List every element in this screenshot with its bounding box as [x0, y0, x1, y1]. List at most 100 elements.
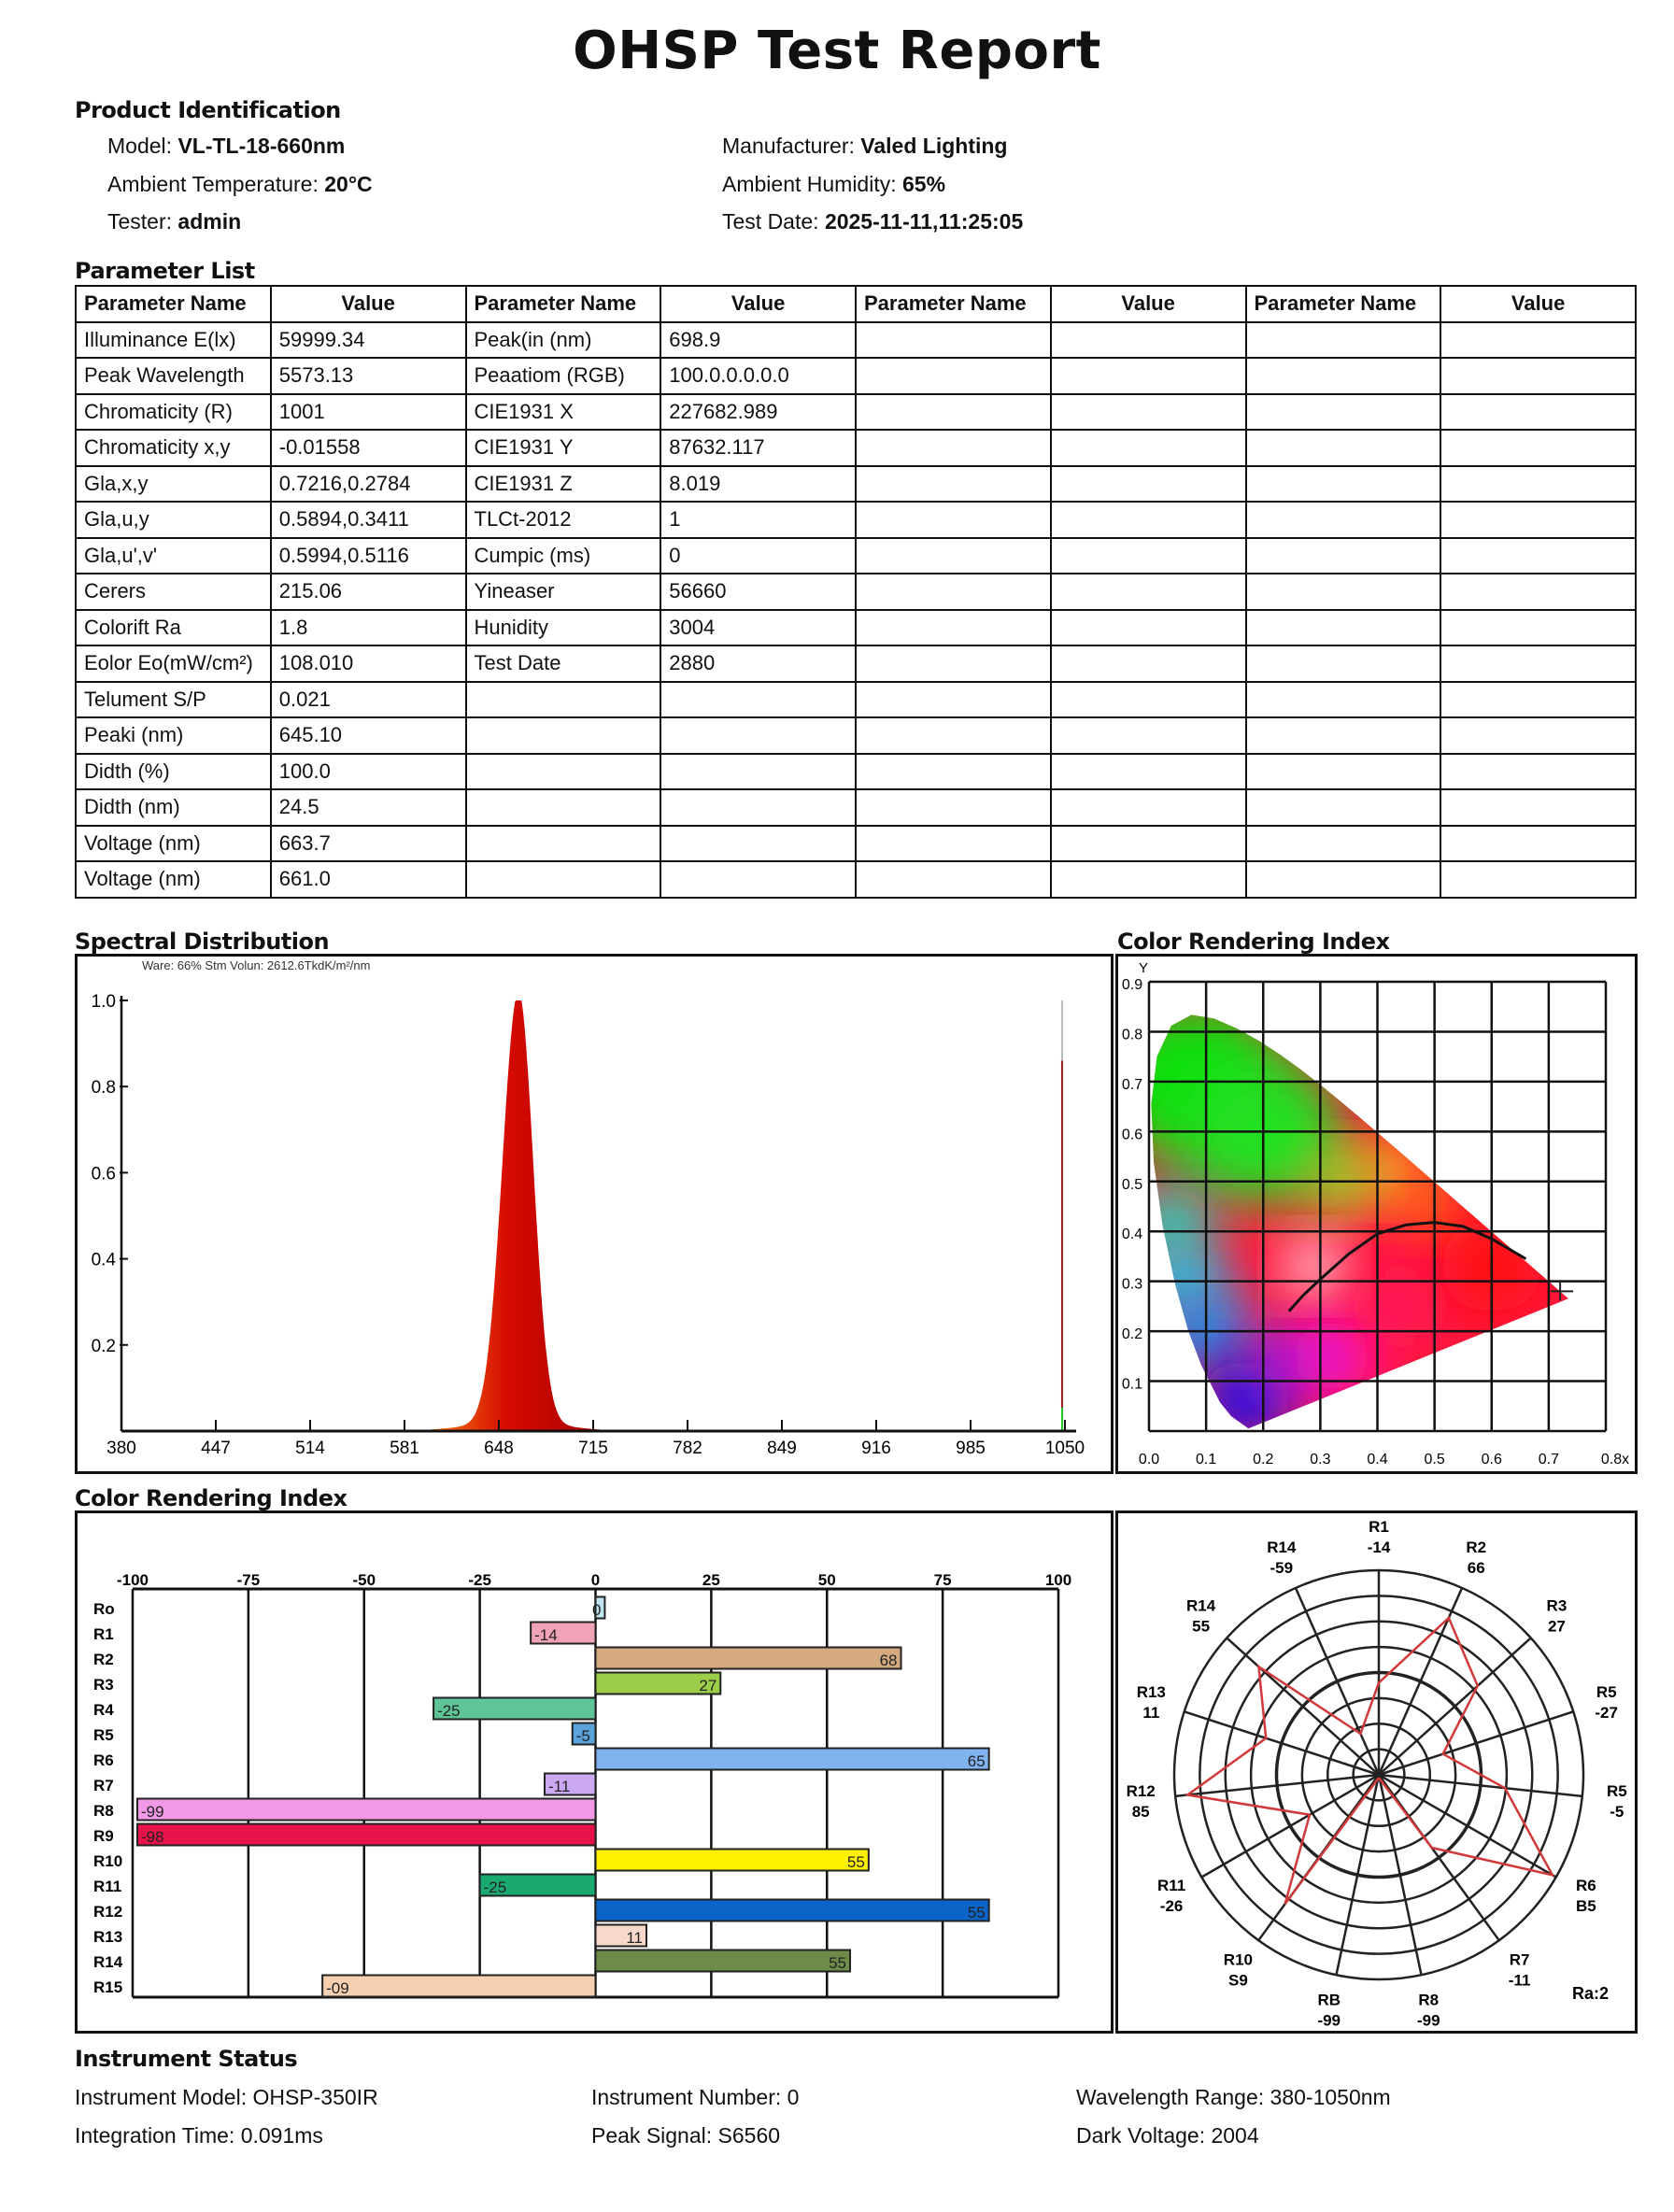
parameter-value-cell: 0.021: [269, 680, 467, 718]
table-row: Chromaticity x,y -0.01558 CIE1931 Y 87632.1…: [75, 429, 1637, 467]
parameter-name-cell: [1244, 429, 1442, 467]
gamut-color-region: [1366, 1275, 1435, 1338]
parameter-value-cell: [660, 824, 857, 862]
parameter-value-cell: 3004: [660, 608, 857, 646]
parameter-name-cell: [855, 320, 1052, 359]
parameter-name-cell: [855, 429, 1052, 467]
parameter-name-cell: [1244, 464, 1442, 503]
parameter-name-cell: [464, 752, 662, 790]
x-tick-label: 581: [390, 1439, 419, 1458]
radar-label-value: -27: [1595, 1704, 1618, 1722]
parameter-name-cell: Illuminance E(lx): [75, 320, 272, 359]
parameter-name-cell: [855, 824, 1052, 862]
model-label: Model:: [107, 134, 173, 158]
category-label: R12: [93, 1903, 122, 1921]
value-column-header: Value: [1049, 285, 1247, 323]
parameter-name-cell: Peaatiom (RGB): [464, 357, 662, 395]
parameter-value-cell: [1049, 573, 1247, 611]
parameter-name-cell: [855, 536, 1052, 574]
table-row: Gla,x,y 0.7216,0.2784 CIE1931 Z 8.019: [75, 464, 1637, 503]
category-label: R2: [93, 1651, 114, 1668]
gamut-color-region: [1360, 1145, 1418, 1198]
cri-bar: [594, 1747, 990, 1771]
bar-value-label: -11: [548, 1778, 570, 1795]
category-label: R6: [93, 1751, 114, 1769]
table-row: Illuminance E(lx) 59999.34 Peak(in (nm) 698…: [75, 320, 1637, 359]
radar-spoke: [1184, 1710, 1380, 1777]
parameter-value-cell: [1049, 392, 1247, 431]
table-row: Gla,u,y 0.5894,0.3411 TLCt-2012 1: [75, 501, 1637, 539]
parameter-name-column-header: Parameter Name: [855, 285, 1052, 323]
cri-bar: [135, 1822, 597, 1847]
radar-label-name: R1: [1369, 1518, 1389, 1536]
parameter-name-cell: CIE1931 Z: [464, 464, 662, 503]
radar-label-name: R14: [1267, 1538, 1297, 1556]
parameter-name-column-header: Parameter Name: [75, 285, 272, 323]
planckian-locus: [1287, 1221, 1527, 1312]
parameter-value-cell: 0: [660, 536, 857, 574]
parameter-value-cell: [1049, 752, 1247, 790]
parameter-name-cell: TLCt-2012: [464, 501, 662, 539]
parameter-value-cell: -0.01558: [269, 429, 467, 467]
cri-bar: [594, 1923, 648, 1948]
parameter-value-cell: 661.0: [269, 860, 467, 899]
parameter-name-cell: [855, 716, 1052, 755]
parameter-name-cell: [1244, 573, 1442, 611]
parameter-value-cell: 8.019: [660, 464, 857, 503]
cri-bar: [135, 1797, 597, 1822]
table-row: Didth (%) 100.0: [75, 752, 1637, 790]
parameter-value-cell: 1.8: [269, 608, 467, 646]
value-column-header: Value: [1440, 285, 1637, 323]
parameter-value-cell: [1440, 680, 1637, 718]
parameter-value-cell: [1440, 501, 1637, 539]
parameter-name-cell: [464, 716, 662, 755]
parameter-name-cell: [855, 788, 1052, 827]
x-tick-label: 0.0: [1139, 1452, 1159, 1468]
ambient-temperature-field: Ambient Temperature: 20°C: [107, 172, 373, 197]
parameter-value-cell: [1049, 788, 1247, 827]
x-tick-label: -100: [117, 1571, 149, 1589]
parameter-value-cell: [1049, 716, 1247, 755]
category-label: R3: [93, 1676, 114, 1694]
table-row: Cerers 215.06 Yineaser 56660: [75, 573, 1637, 611]
radar-label-value: -5: [1610, 1803, 1624, 1821]
cri-bar: [594, 1848, 870, 1872]
radar-label-name: R14: [1186, 1597, 1216, 1615]
parameter-value-cell: [1049, 680, 1247, 718]
x-tick-label: 447: [201, 1439, 231, 1458]
x-tick-label: 514: [295, 1439, 325, 1458]
y-tick-label: 0.8: [92, 1078, 116, 1098]
parameter-table: Parameter Name Value Parameter Name Value Pa…: [75, 285, 1637, 899]
product-identification-heading: Product Identification: [75, 97, 341, 123]
category-label: R11: [93, 1878, 121, 1895]
radar-label-value: 55: [1192, 1618, 1210, 1636]
x-tick-label: 916: [861, 1439, 891, 1458]
parameter-value-cell: 1001: [269, 392, 467, 431]
parameter-value-cell: 0.5894,0.3411: [269, 501, 467, 539]
parameter-name-cell: Peak(in (nm): [464, 320, 662, 359]
x-tick-label: 782: [673, 1439, 702, 1458]
x-tick-label: 0.3: [1310, 1452, 1330, 1468]
radar-spoke: [1200, 1773, 1380, 1879]
parameter-name-cell: [464, 824, 662, 862]
parameter-name-column-header: Parameter Name: [464, 285, 662, 323]
parameter-name-column-header: Parameter Name: [1244, 285, 1442, 323]
y-axis-label: Y: [1139, 960, 1148, 976]
parameter-value-cell: [1049, 357, 1247, 395]
bar-value-label: 55: [968, 1904, 986, 1921]
parameter-name-cell: [1244, 860, 1442, 899]
y-tick-label: 0.2: [92, 1337, 116, 1356]
bar-value-label: -14: [534, 1626, 558, 1644]
radar-label-name: R3: [1547, 1597, 1568, 1615]
parameter-value-cell: [1049, 608, 1247, 646]
radar-label-name: RB: [1317, 1992, 1341, 2009]
parameter-name-cell: [1244, 536, 1442, 574]
ambient-humidity-field: Ambient Humidity: 65%: [722, 172, 945, 197]
radar-series-polygon: [1185, 1615, 1555, 1905]
value-column-header: Value: [660, 285, 857, 323]
tester-value: admin: [177, 209, 242, 234]
spectral-distribution-heading: Spectral Distribution: [75, 929, 330, 955]
parameter-value-cell: 24.5: [269, 788, 467, 827]
y-tick-label: 0.6: [92, 1164, 116, 1184]
parameter-name-cell: [1244, 752, 1442, 790]
